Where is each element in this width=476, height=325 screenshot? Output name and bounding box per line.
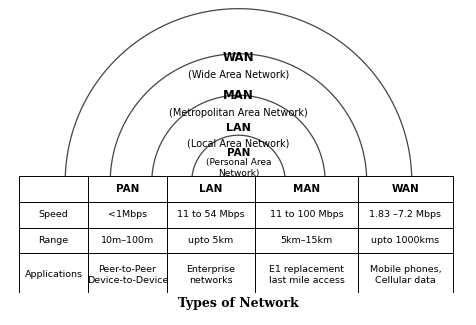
Text: <1Mbps: <1Mbps [108, 210, 147, 219]
Text: E1 replacement
last mile access: E1 replacement last mile access [268, 265, 344, 285]
Text: WAN: WAN [222, 51, 254, 64]
Bar [255, 254, 357, 296]
Text: PAN: PAN [226, 148, 250, 158]
Bar [357, 227, 452, 254]
Bar [167, 227, 255, 254]
Text: 1.83 –7.2 Mbps: 1.83 –7.2 Mbps [369, 210, 440, 219]
Bar [255, 176, 357, 202]
Bar [255, 202, 357, 227]
Text: Mobile phones,
Cellular data: Mobile phones, Cellular data [369, 265, 440, 285]
Text: Enterprise
networks: Enterprise networks [186, 265, 235, 285]
Text: 10m–100m: 10m–100m [101, 236, 154, 245]
Text: upto 5km: upto 5km [188, 236, 233, 245]
Text: Speed: Speed [39, 210, 69, 219]
Text: 11 to 54 Mbps: 11 to 54 Mbps [177, 210, 244, 219]
Text: Range: Range [39, 236, 69, 245]
Text: upto 1000kms: upto 1000kms [370, 236, 439, 245]
Text: Peer-to-Peer
Device-to-Device: Peer-to-Peer Device-to-Device [87, 265, 168, 285]
Bar [357, 202, 452, 227]
Bar [19, 176, 88, 202]
Text: Applications: Applications [25, 270, 82, 279]
Bar [357, 176, 452, 202]
Text: (Wide Area Network): (Wide Area Network) [188, 70, 288, 80]
Text: LAN: LAN [226, 123, 250, 133]
Bar [19, 227, 88, 254]
Text: (Metropolitan Area Network): (Metropolitan Area Network) [169, 108, 307, 118]
Bar [19, 202, 88, 227]
Text: (Personal Area
Network): (Personal Area Network) [205, 158, 271, 178]
Text: MAN: MAN [292, 184, 319, 194]
Text: (Local Area Network): (Local Area Network) [187, 139, 289, 149]
Bar [357, 254, 452, 296]
Bar [88, 254, 167, 296]
Text: 5km–15km: 5km–15km [280, 236, 332, 245]
Bar [255, 227, 357, 254]
Bar [167, 254, 255, 296]
Bar [167, 176, 255, 202]
Text: MAN: MAN [223, 89, 253, 102]
Text: LAN: LAN [199, 184, 222, 194]
Bar [88, 176, 167, 202]
Bar [167, 202, 255, 227]
Bar [88, 202, 167, 227]
Text: 11 to 100 Mbps: 11 to 100 Mbps [269, 210, 343, 219]
Bar [88, 227, 167, 254]
Text: WAN: WAN [391, 184, 418, 194]
Bar [19, 254, 88, 296]
Text: PAN: PAN [116, 184, 139, 194]
Text: Types of Network: Types of Network [178, 297, 298, 310]
